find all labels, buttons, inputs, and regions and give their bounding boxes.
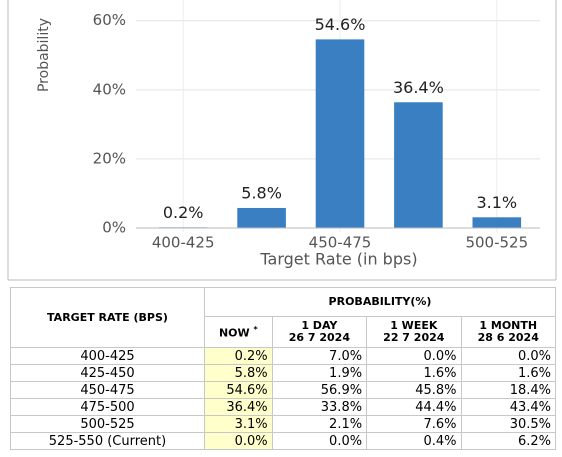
- value-label: 54.6%: [315, 15, 366, 34]
- table-row: 425-450 5.8% 1.9% 1.6% 1.6%: [10, 364, 557, 382]
- probability-cell: 3.1%: [204, 415, 273, 433]
- y-tick-label: 60%: [93, 11, 126, 29]
- bar: [315, 39, 365, 228]
- table-row: 525-550 (Current) 0.0% 0.0% 0.4% 6.2%: [10, 432, 557, 450]
- probability-cell: 36.4%: [204, 398, 273, 416]
- rate-cell: 400-425: [10, 347, 205, 365]
- probability-cell: 1.6%: [366, 364, 462, 382]
- probability-cell: 0.0%: [271, 432, 368, 450]
- probability-cell: 54.6%: [204, 381, 273, 399]
- x-tick-label: 500-525: [465, 234, 528, 252]
- rate-header: TARGET RATE (BPS): [10, 287, 205, 348]
- probability-cell: 7.6%: [366, 415, 462, 433]
- rate-cell: 500-525: [10, 415, 205, 433]
- probability-cell: 7.0%: [271, 347, 368, 365]
- column-date: 22 7 2024: [383, 331, 445, 344]
- probability-cell: 43.4%: [460, 398, 557, 416]
- table-row: 500-525 3.1% 2.1% 7.6% 30.5%: [10, 415, 557, 433]
- value-label: 0.2%: [163, 203, 204, 222]
- rate-cell: 475-500: [10, 398, 205, 416]
- table-row: 450-475 54.6% 56.9% 45.8% 18.4%: [10, 381, 557, 399]
- probability-cell: 56.9%: [271, 381, 368, 399]
- bar: [237, 207, 286, 228]
- value-label: 3.1%: [476, 193, 517, 212]
- probability-cell: 0.0%: [204, 432, 273, 450]
- bar: [472, 217, 522, 228]
- column-date: 28 6 2024: [477, 331, 539, 344]
- x-tick-label: 400-425: [152, 234, 215, 252]
- y-tick-label: 20%: [93, 149, 126, 167]
- value-label: 5.8%: [241, 183, 282, 202]
- probability-cell: 5.8%: [204, 364, 273, 382]
- column-header: 1 MONTH 28 6 2024: [460, 316, 557, 348]
- probability-cell: 6.2%: [460, 432, 557, 450]
- probability-cell: 1.6%: [460, 364, 557, 382]
- probability-cell: 1.9%: [271, 364, 368, 382]
- column-label: NOW: [218, 326, 250, 340]
- column-label: 1 WEEK: [390, 319, 438, 332]
- value-label: 36.4%: [393, 78, 444, 97]
- probability-cell: 45.8%: [366, 381, 462, 399]
- rate-cell: 450-475: [10, 381, 205, 399]
- prob-header: PROBABILITY(%): [204, 287, 556, 317]
- column-note: *: [253, 325, 258, 335]
- table-row: 475-500 36.4% 33.8% 44.4% 43.4%: [10, 398, 557, 416]
- probability-cell: 30.5%: [460, 415, 557, 433]
- rate-cell: 425-450: [10, 364, 205, 382]
- table-row: 400-425 0.2% 7.0% 0.0% 0.0%: [10, 347, 557, 365]
- column-header: NOW *: [204, 316, 273, 348]
- rate-cell: 525-550 (Current): [10, 432, 205, 450]
- x-tick-label: 450-475: [309, 234, 372, 252]
- column-header: 1 DAY 26 7 2024: [271, 316, 368, 348]
- column-label: 1 DAY: [301, 319, 338, 332]
- y-tick-label: 40%: [93, 80, 126, 98]
- column-header: 1 WEEK 22 7 2024: [366, 316, 462, 348]
- probability-table: TARGET RATE (BPS) PROBABILITY(%) NOW * 1 …: [10, 287, 557, 450]
- probability-cell: 33.8%: [271, 398, 368, 416]
- probability-cell: 0.2%: [204, 347, 273, 365]
- y-axis-label: Probability: [36, 18, 52, 92]
- column-label: 1 MONTH: [479, 319, 538, 332]
- probability-cell: 18.4%: [460, 381, 557, 399]
- bar: [394, 102, 443, 228]
- y-tick-label: 0%: [102, 219, 126, 237]
- probability-cell: 2.1%: [271, 415, 368, 433]
- probability-cell: 0.0%: [460, 347, 557, 365]
- probability-cell: 44.4%: [366, 398, 462, 416]
- probability-cell: 0.0%: [366, 347, 462, 365]
- column-date: 26 7 2024: [288, 331, 350, 344]
- x-axis-label: Target Rate (in bps): [259, 250, 417, 269]
- probability-cell: 0.4%: [366, 432, 462, 450]
- chart: Probability Target Rate (in bps) 0% 20% 40…: [7, 0, 557, 281]
